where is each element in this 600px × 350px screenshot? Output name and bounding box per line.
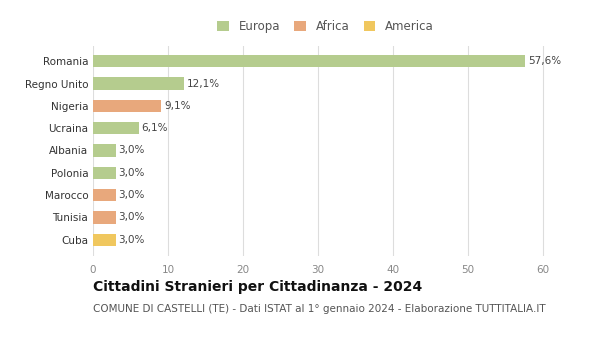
Bar [93, 122, 139, 134]
Bar [93, 189, 115, 201]
Text: 12,1%: 12,1% [187, 78, 220, 89]
Text: 9,1%: 9,1% [164, 101, 191, 111]
Text: COMUNE DI CASTELLI (TE) - Dati ISTAT al 1° gennaio 2024 - Elaborazione TUTTITALI: COMUNE DI CASTELLI (TE) - Dati ISTAT al … [93, 304, 545, 315]
Text: 57,6%: 57,6% [528, 56, 561, 66]
Bar [93, 100, 161, 112]
Text: 3,0%: 3,0% [119, 190, 145, 200]
Text: 3,0%: 3,0% [119, 235, 145, 245]
Bar [93, 55, 525, 67]
Bar [93, 144, 115, 157]
Text: 3,0%: 3,0% [119, 146, 145, 155]
Text: Cittadini Stranieri per Cittadinanza - 2024: Cittadini Stranieri per Cittadinanza - 2… [93, 280, 422, 294]
Bar [93, 211, 115, 224]
Text: 3,0%: 3,0% [119, 168, 145, 178]
Bar [93, 167, 115, 179]
Text: 3,0%: 3,0% [119, 212, 145, 223]
Bar [93, 234, 115, 246]
Legend: Europa, Africa, America: Europa, Africa, America [215, 18, 436, 35]
Text: 6,1%: 6,1% [142, 123, 168, 133]
Bar [93, 77, 184, 90]
